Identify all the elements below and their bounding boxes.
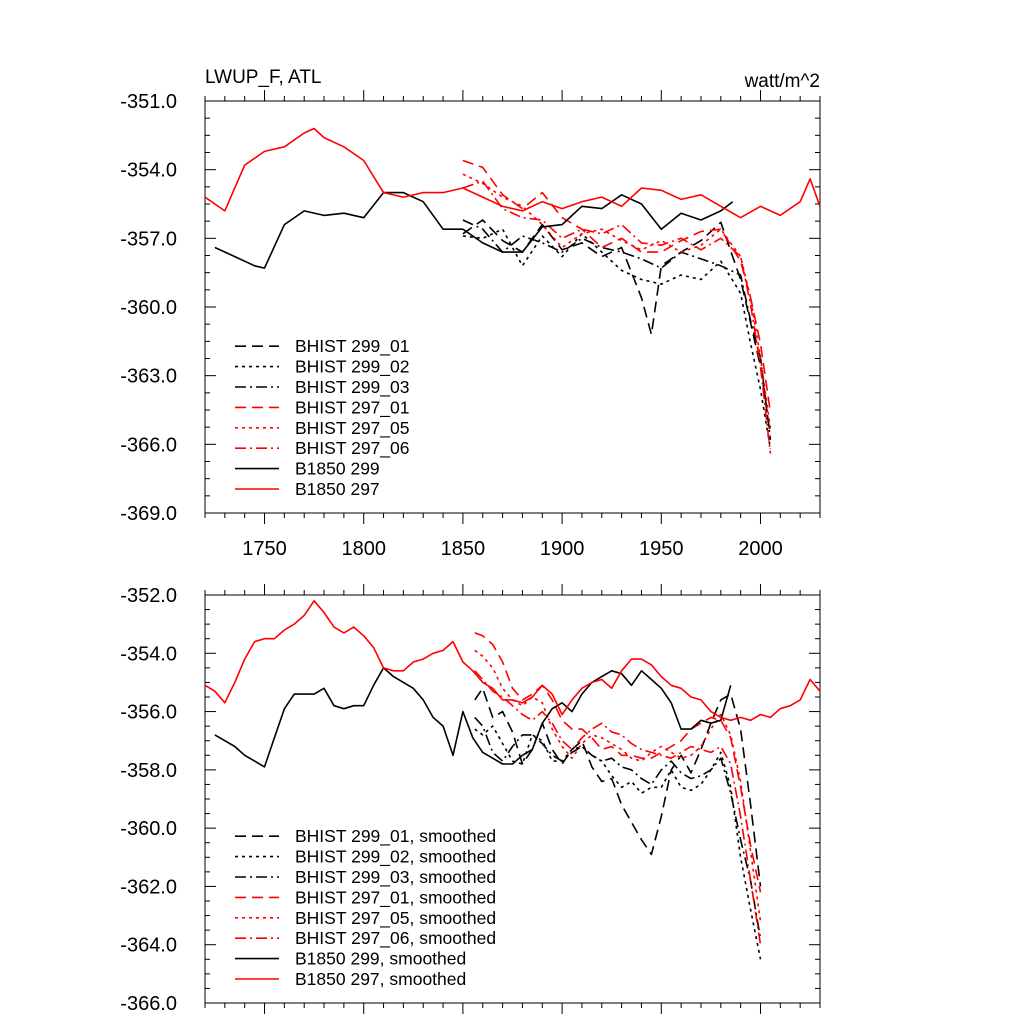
y-tick-label: -369.0 — [120, 503, 177, 525]
series-line-8 — [205, 127, 820, 219]
legend-label: BHIST 299_01, smoothed — [295, 826, 496, 847]
series-line-5 — [474, 649, 762, 922]
legend-label: BHIST 299_01 — [295, 336, 409, 357]
y-tick-label: -352.0 — [120, 585, 177, 607]
y-tick-label: -354.0 — [120, 643, 177, 665]
chart-units: watt/m^2 — [744, 71, 820, 92]
x-tick-label: 1750 — [242, 538, 287, 560]
top-panel: 1750 1800 1850 1900 1950 2000 -351.0 -354.0 -357… — [120, 90, 821, 560]
legend-label: BHIST 297_06, smoothed — [295, 928, 496, 949]
series-line-5 — [462, 173, 772, 429]
y-tick-label: -354.0 — [120, 160, 177, 182]
series-line-3 — [462, 219, 772, 440]
y-tick-label: -351.0 — [120, 91, 177, 113]
legend-label: B1850 297 — [295, 479, 380, 499]
y-tick-label: -366.0 — [120, 434, 177, 456]
x-tick-label: 1800 — [341, 538, 386, 560]
legend-label: BHIST 299_02, smoothed — [295, 847, 496, 868]
x-tick-label: 1850 — [441, 538, 486, 560]
series-line-7 — [214, 667, 732, 768]
y-tick-label: -364.0 — [120, 935, 177, 957]
series-line-6 — [474, 670, 762, 945]
legend-label: BHIST 297_06 — [295, 438, 409, 459]
series-line-2 — [474, 725, 762, 960]
legend-label: B1850 299, smoothed — [295, 949, 466, 969]
y-tick-label: -360.0 — [120, 818, 177, 840]
legend-label: BHIST 297_01 — [295, 397, 409, 418]
legend-label: BHIST 297_01, smoothed — [295, 887, 496, 908]
legend-label: BHIST 297_05 — [295, 418, 409, 439]
legend-label: BHIST 299_03, smoothed — [295, 867, 496, 888]
legend-label: BHIST 299_03 — [295, 377, 409, 398]
series-line-6 — [462, 180, 772, 454]
series-line-3 — [474, 716, 762, 940]
x-tick-label: 1900 — [540, 538, 585, 560]
chart-title: LWUP_F, ATL — [205, 67, 322, 88]
series-line-7 — [214, 191, 734, 269]
legend-label: B1850 297, smoothed — [295, 969, 466, 989]
legend-label: BHIST 297_05, smoothed — [295, 908, 496, 929]
series-line-1 — [474, 687, 762, 887]
legend-label: BHIST 299_02 — [295, 357, 409, 378]
y-tick-label: -358.0 — [120, 760, 177, 782]
x-tick-label: 2000 — [738, 538, 783, 560]
series-line-2 — [462, 228, 772, 450]
series-line-8 — [205, 599, 820, 722]
y-tick-label: -356.0 — [120, 702, 177, 724]
x-tick-label: 1950 — [639, 538, 684, 560]
y-tick-label: -366.0 — [120, 993, 177, 1015]
bottom-panel: -352.0 -354.0 -356.0 -358.0 -360.0 -362.0 -364… — [120, 584, 821, 1015]
y-tick-label: -362.0 — [120, 876, 177, 898]
legend-label: B1850 299 — [295, 459, 380, 479]
series-line-4 — [474, 632, 762, 893]
y-tick-label: -357.0 — [120, 228, 177, 250]
y-tick-label: -363.0 — [120, 366, 177, 388]
y-tick-label: -360.0 — [120, 297, 177, 319]
